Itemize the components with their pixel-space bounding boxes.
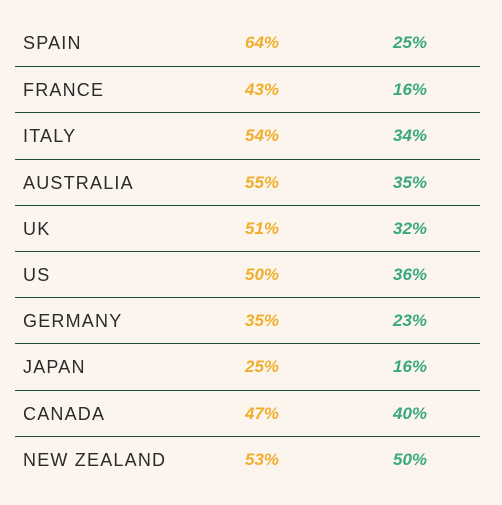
table-row: AUSTRALIA 55% 35% — [15, 158, 480, 205]
table-row: SPAIN 64% 25% — [15, 20, 480, 66]
country-label: NEW ZEALAND — [23, 449, 167, 470]
country-label: ITALY — [23, 126, 77, 147]
table-row: GERMANY 35% 23% — [15, 297, 480, 343]
table-row: JAPAN 25% 16% — [15, 343, 480, 389]
table-row: NEW ZEALAND 53% 50% — [15, 435, 480, 482]
value-series-1: 43% — [245, 80, 280, 100]
country-table: SPAIN 64% 25% FRANCE 43% 16% ITALY 54% 34% AUSTRA… — [15, 20, 480, 482]
value-series-1: 64% — [245, 33, 280, 52]
value-series-2: 34% — [393, 126, 428, 146]
value-series-1: 47% — [245, 403, 280, 423]
table-row: US 50% 36% — [15, 250, 480, 297]
country-label: CANADA — [23, 403, 106, 424]
value-series-2: 36% — [393, 264, 428, 284]
country-label: US — [23, 264, 51, 285]
table-row: CANADA 47% 40% — [15, 389, 480, 436]
value-series-1: 55% — [245, 172, 280, 192]
value-series-2: 23% — [393, 311, 428, 331]
country-label: AUSTRALIA — [23, 172, 134, 193]
country-label: GERMANY — [23, 311, 123, 332]
value-series-1: 25% — [245, 357, 280, 377]
value-series-2: 32% — [393, 218, 428, 238]
value-series-1: 50% — [245, 264, 280, 284]
table-row: ITALY 54% 34% — [15, 112, 480, 158]
country-label: UK — [23, 218, 51, 239]
table-row: UK 51% 32% — [15, 204, 480, 251]
value-series-2: 40% — [393, 403, 428, 423]
value-series-1: 51% — [245, 218, 280, 238]
country-label: FRANCE — [23, 80, 105, 101]
value-series-1: 54% — [245, 126, 280, 146]
country-label: JAPAN — [23, 357, 86, 378]
value-series-2: 50% — [393, 449, 428, 469]
value-series-2: 16% — [393, 357, 428, 377]
value-series-2: 16% — [393, 80, 428, 100]
country-label: SPAIN — [23, 33, 82, 53]
table-row: FRANCE 43% 16% — [15, 66, 480, 112]
value-series-1: 35% — [245, 311, 280, 331]
value-series-1: 53% — [245, 449, 280, 469]
value-series-2: 25% — [393, 33, 428, 52]
value-series-2: 35% — [393, 172, 428, 192]
